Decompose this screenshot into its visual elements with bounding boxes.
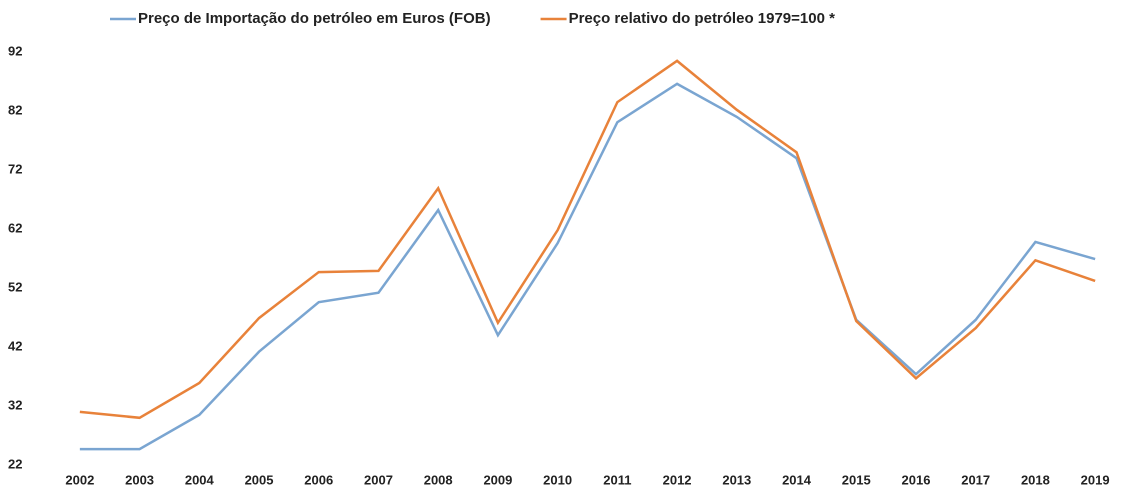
y-tick-label: 72 — [8, 161, 22, 176]
x-tick-label: 2014 — [782, 472, 812, 487]
x-tick-label: 2002 — [65, 472, 94, 487]
legend-text: Preço relativo do petróleo 1979=100 * — [569, 10, 836, 27]
x-tick-label: 2006 — [304, 472, 333, 487]
x-tick-label: 2012 — [663, 472, 692, 487]
x-tick-label: 2009 — [483, 472, 512, 487]
y-tick-label: 42 — [8, 338, 22, 353]
series-line — [79, 82, 1096, 451]
x-tick-label: 2018 — [1021, 472, 1050, 487]
y-tick-label: 82 — [8, 102, 22, 117]
legend-text: Preço de Importação do petróleo em Euros… — [138, 10, 491, 27]
x-tick-label: 2013 — [722, 472, 751, 487]
y-tick-label: 52 — [8, 279, 22, 294]
x-tick-label: 2005 — [245, 472, 274, 487]
y-tick-label: 92 — [8, 43, 22, 58]
x-tick-label: 2007 — [364, 472, 393, 487]
x-tick-label: 2019 — [1081, 472, 1110, 487]
x-tick-label: 2008 — [424, 472, 453, 487]
x-tick-label: 2004 — [185, 472, 215, 487]
y-tick-label: 62 — [8, 220, 22, 235]
x-tick-label: 2010 — [543, 472, 572, 487]
x-tick-label: 2011 — [603, 472, 631, 487]
x-tick-label: 2017 — [961, 472, 990, 487]
y-tick-label: 32 — [8, 397, 22, 412]
x-tick-label: 2016 — [902, 472, 931, 487]
series-line — [79, 59, 1096, 420]
x-tick-label: 2015 — [842, 472, 871, 487]
x-tick-label: 2003 — [125, 472, 154, 487]
y-tick-label: 22 — [8, 456, 22, 471]
